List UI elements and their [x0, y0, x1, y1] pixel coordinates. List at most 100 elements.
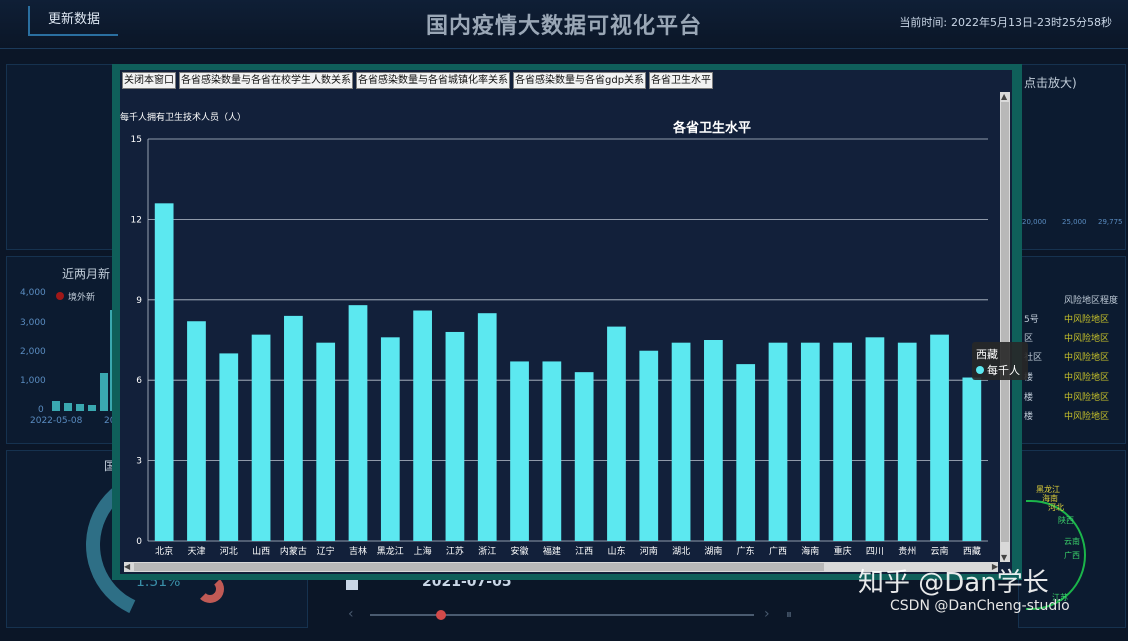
- vertical-scrollbar[interactable]: ▲ ▼: [1000, 92, 1010, 562]
- scroll-left-icon[interactable]: ◀: [124, 562, 131, 571]
- x-tick-label: 浙江: [478, 545, 496, 557]
- bar-湖北[interactable]: [671, 342, 691, 541]
- horizontal-scroll-thumb[interactable]: [134, 563, 824, 571]
- right-axis-tick-1: 25,000: [1062, 218, 1087, 226]
- bar-四川[interactable]: [865, 337, 885, 541]
- chart-title: 各省卫生水平: [672, 120, 751, 136]
- bar-海南[interactable]: [800, 342, 820, 541]
- x-tick-label: 湖南: [704, 545, 722, 557]
- bar-北京[interactable]: [154, 203, 174, 541]
- risk-item: 中风险地区: [1064, 315, 1110, 325]
- bar-江苏[interactable]: [445, 331, 465, 541]
- x-tick-label: 广西: [769, 545, 787, 557]
- urbanization-relation-button[interactable]: 各省感染数量与各省城镇化率关系: [356, 72, 510, 89]
- tooltip-title: 西藏: [976, 348, 998, 361]
- timeline-prev-icon[interactable]: ‹: [348, 606, 354, 622]
- bar-辽宁[interactable]: [316, 342, 336, 541]
- x-tick-label: 河南: [640, 545, 658, 557]
- close-window-button[interactable]: 关闭本窗口: [122, 72, 176, 89]
- horizontal-scrollbar[interactable]: ◀ ▶: [124, 562, 998, 572]
- timeline-checkbox[interactable]: [346, 580, 358, 590]
- bar-河北[interactable]: [219, 353, 239, 541]
- y-axis-ticks: 0 3 6 9 12 15: [131, 135, 143, 547]
- bar-黑龙江[interactable]: [380, 337, 400, 541]
- gdp-relation-button[interactable]: 各省感染数量与各省gdp关系: [513, 72, 647, 89]
- bar-云南[interactable]: [930, 334, 949, 541]
- bar-安徽[interactable]: [510, 361, 529, 541]
- chart-tooltip: 西藏 每千人: [972, 342, 1028, 380]
- y-tick-label: 6: [136, 376, 142, 386]
- chart-modal: 关闭本窗口 各省感染数量与各省在校学生人数关系 各省感染数量与各省城镇化率关系 各省感…: [112, 64, 1022, 580]
- modal-content: 关闭本窗口 各省感染数量与各省在校学生人数关系 各省感染数量与各省城镇化率关系 各省感…: [120, 70, 1012, 574]
- gauge-red-arc: [196, 575, 224, 603]
- x-tick-label: 江苏: [446, 545, 464, 557]
- risk-item: 中风险地区: [1064, 373, 1110, 383]
- vertical-scroll-thumb[interactable]: [1001, 102, 1009, 542]
- legend-overseas: 境外新: [56, 290, 95, 303]
- x-tick-label: 贵州: [898, 545, 916, 557]
- x-axis-ticks: 北京 天津 河北 山西 内蒙古 辽宁 吉林 黑龙江 上海 江苏 浙江 安徽 福建 江西 山东 河南 湖北 湖南 广东…: [155, 545, 981, 557]
- risk-header: 风险地区程度: [1064, 296, 1119, 306]
- timeline-next-icon[interactable]: ›: [764, 606, 770, 622]
- top-right-panel: [1018, 64, 1126, 250]
- x-tick-label: 辽宁: [317, 545, 335, 557]
- scroll-down-icon[interactable]: ▼: [1001, 553, 1008, 562]
- risk-item: 中风险地区: [1064, 393, 1110, 403]
- x-tick-label: 河北: [220, 545, 238, 557]
- right-axis-tick-0: 20,000: [1022, 218, 1047, 226]
- refresh-data-button[interactable]: 更新数据: [28, 6, 118, 36]
- bar-重庆[interactable]: [833, 342, 852, 541]
- risk-item: 中风险地区: [1064, 334, 1110, 344]
- bar-天津[interactable]: [187, 321, 206, 541]
- bar-山西[interactable]: [251, 334, 271, 541]
- x-tick-label: 山东: [607, 545, 625, 557]
- scroll-right-icon[interactable]: ▶: [991, 562, 998, 571]
- x-tick-label: 吉林: [349, 545, 367, 557]
- x-tick-label: 广东: [737, 545, 755, 557]
- x-tick-label: 云南: [931, 545, 949, 557]
- bar-山东[interactable]: [607, 326, 626, 541]
- timeline-track[interactable]: [370, 614, 754, 616]
- y-tick-label: 15: [131, 135, 142, 145]
- scroll-up-icon[interactable]: ▲: [1001, 92, 1008, 101]
- legend-dot-icon: [56, 292, 64, 300]
- bar-湖南[interactable]: [704, 340, 723, 541]
- x-tick-label: 福建: [543, 545, 561, 557]
- bar-江西[interactable]: [574, 372, 594, 541]
- x-tick-label: 安徽: [511, 545, 529, 557]
- dashboard-header: 更新数据 国内疫情大数据可视化平台 当前时间: 2022年5月13日-23时25分…: [0, 0, 1128, 49]
- students-relation-button[interactable]: 各省感染数量与各省在校学生人数关系: [179, 72, 353, 89]
- right-axis-tick-2: 29,775: [1098, 218, 1123, 226]
- panel-title-new-cases: 近两月新: [62, 267, 111, 281]
- y-tick-label: 12: [131, 215, 142, 225]
- risk-item: 中风险地区: [1064, 353, 1110, 363]
- bar-广西[interactable]: [768, 342, 788, 541]
- tooltip-series: 每千人: [987, 364, 1020, 377]
- y-tick-label: 9: [136, 296, 142, 306]
- modal-button-bar: 关闭本窗口 各省感染数量与各省在校学生人数关系 各省感染数量与各省城镇化率关系 各省感…: [122, 72, 716, 89]
- timeline-handle[interactable]: [436, 610, 446, 620]
- bar-吉林[interactable]: [348, 305, 368, 541]
- timeline-play-icon[interactable]: ⏸: [786, 607, 793, 621]
- health-level-button[interactable]: 各省卫生水平: [649, 72, 714, 89]
- page-title: 国内疫情大数据可视化平台: [425, 14, 702, 39]
- right-top-fragment: 点击放大): [1024, 76, 1077, 90]
- risk-item: 中风险地区: [1064, 412, 1110, 422]
- bars: [154, 203, 982, 541]
- x-tick-label: 四川: [866, 547, 884, 557]
- x-tick-label: 重庆: [834, 545, 852, 557]
- bar-内蒙古[interactable]: [284, 315, 303, 541]
- x-tick-label: 江西: [575, 546, 593, 557]
- bar-贵州[interactable]: [897, 342, 917, 541]
- left-date-0: 2022-05-08: [30, 416, 83, 426]
- bar-浙江[interactable]: [477, 313, 497, 541]
- bar-河南[interactable]: [639, 350, 659, 541]
- health-level-bar-chart: 各省卫生水平 每千人拥有卫生技术人员（人） 0 3 6 9 12 15 北京 天津 河北 山西内…: [120, 111, 988, 557]
- x-tick-label: 黑龙江: [377, 545, 404, 557]
- mid-right-panel: [1018, 256, 1126, 444]
- bar-上海[interactable]: [413, 310, 432, 541]
- bar-广东[interactable]: [736, 364, 756, 541]
- bar-福建[interactable]: [542, 361, 562, 541]
- bar-西藏[interactable]: [962, 377, 982, 541]
- x-tick-label: 内蒙古: [280, 545, 307, 557]
